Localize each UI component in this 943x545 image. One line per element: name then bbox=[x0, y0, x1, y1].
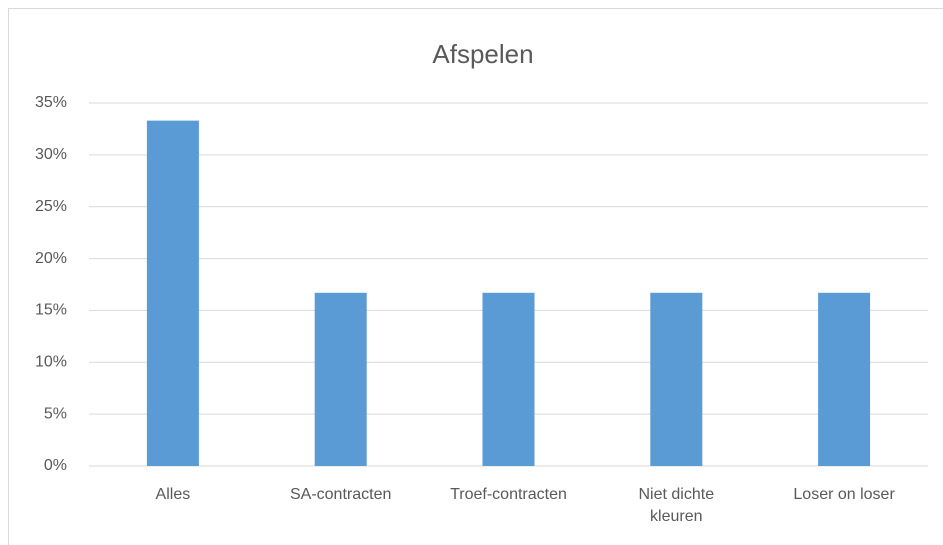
bar bbox=[818, 292, 871, 466]
y-tick-label: 20% bbox=[35, 250, 67, 267]
x-tick-label: Alles bbox=[155, 486, 191, 503]
y-tick-label: 30% bbox=[35, 146, 67, 163]
x-tick-label: Niet dichte kleuren bbox=[638, 486, 715, 525]
chart-border bbox=[8, 8, 943, 545]
y-tick-label: 15% bbox=[35, 302, 67, 319]
bar bbox=[482, 292, 535, 466]
bar bbox=[146, 120, 199, 466]
y-tick-label: 35% bbox=[35, 94, 67, 111]
y-tick-label: 10% bbox=[35, 354, 67, 371]
bar bbox=[650, 292, 703, 466]
x-tick-label: SA-contracten bbox=[289, 486, 392, 503]
y-tick-label: 0% bbox=[44, 457, 67, 474]
y-tick-label: 5% bbox=[44, 405, 67, 422]
y-tick-label: 25% bbox=[35, 198, 67, 215]
chart-title: Afspelen bbox=[432, 39, 533, 69]
x-tick-label: Loser on loser bbox=[793, 486, 895, 503]
x-tick-label: Troef-contracten bbox=[450, 486, 567, 503]
bar bbox=[314, 292, 367, 466]
